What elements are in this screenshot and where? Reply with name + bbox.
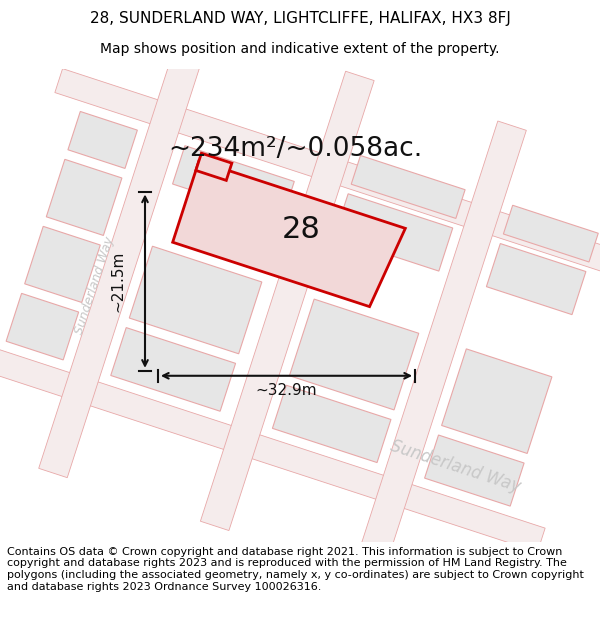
Text: 28, SUNDERLAND WAY, LIGHTCLIFFE, HALIFAX, HX3 8FJ: 28, SUNDERLAND WAY, LIGHTCLIFFE, HALIFAX… <box>89 11 511 26</box>
Polygon shape <box>200 71 374 531</box>
Polygon shape <box>351 156 465 218</box>
Polygon shape <box>68 111 137 168</box>
Polygon shape <box>503 205 598 262</box>
Polygon shape <box>25 226 100 302</box>
Polygon shape <box>334 194 453 271</box>
Polygon shape <box>39 18 212 478</box>
Polygon shape <box>196 153 232 181</box>
Polygon shape <box>46 159 122 236</box>
Polygon shape <box>111 328 236 411</box>
Text: 28: 28 <box>282 215 321 244</box>
Text: Map shows position and indicative extent of the property.: Map shows position and indicative extent… <box>100 42 500 56</box>
Polygon shape <box>289 299 419 410</box>
Polygon shape <box>353 121 526 581</box>
Polygon shape <box>129 246 262 354</box>
Text: Sunderland Way: Sunderland Way <box>388 437 523 496</box>
Polygon shape <box>55 69 600 279</box>
Polygon shape <box>487 244 586 314</box>
Text: ~21.5m: ~21.5m <box>110 251 125 312</box>
Polygon shape <box>272 385 391 462</box>
Text: Contains OS data © Crown copyright and database right 2021. This information is : Contains OS data © Crown copyright and d… <box>7 547 584 592</box>
Text: ~234m²/~0.058ac.: ~234m²/~0.058ac. <box>168 136 422 162</box>
Polygon shape <box>425 435 524 506</box>
Text: Sunderland Way: Sunderland Way <box>73 234 117 336</box>
Text: ~32.9m: ~32.9m <box>255 383 317 398</box>
Polygon shape <box>442 349 552 454</box>
Polygon shape <box>6 293 79 360</box>
Polygon shape <box>173 146 294 220</box>
Polygon shape <box>0 341 545 552</box>
Polygon shape <box>173 161 406 307</box>
